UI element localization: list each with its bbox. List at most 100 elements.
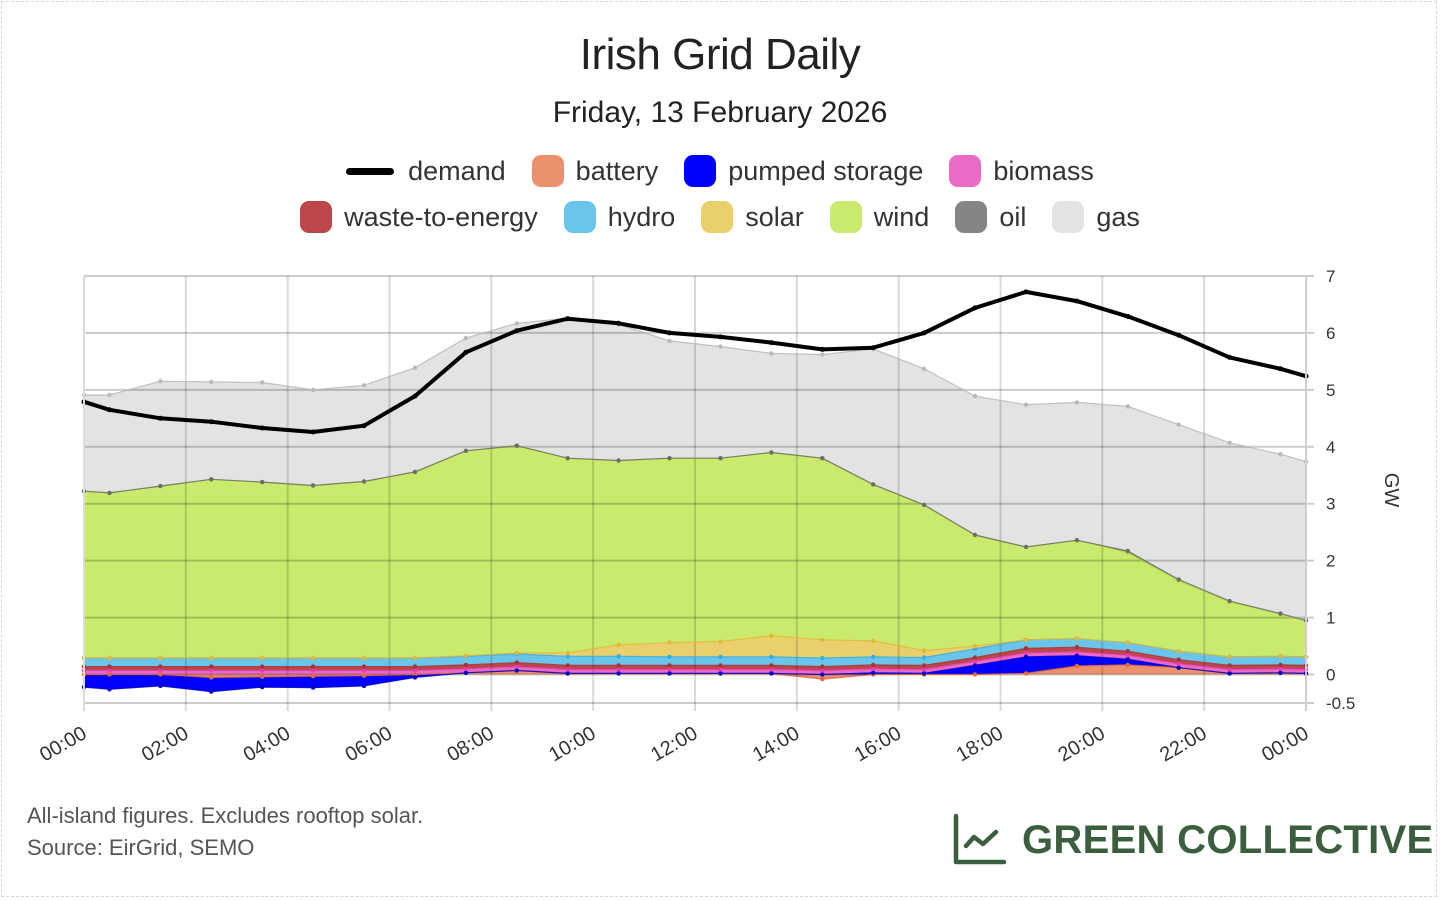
legend-item-battery[interactable]: battery — [531, 155, 658, 187]
point-waste-to-energy — [209, 664, 214, 669]
point-demand — [819, 346, 825, 352]
point-biomass — [310, 668, 316, 673]
point-demand — [921, 330, 927, 336]
point-waste-to-energy — [514, 660, 519, 665]
legend-item-demand[interactable]: demand — [346, 156, 506, 187]
x-tick-label: 00:00 — [1258, 722, 1312, 766]
point-battery — [107, 672, 112, 677]
point-oil — [1278, 611, 1283, 616]
legend-item-solar[interactable]: solar — [701, 201, 804, 233]
legend-swatch-battery — [531, 155, 564, 187]
point-biomass — [565, 667, 570, 672]
point-solar — [514, 650, 519, 656]
point-oil — [718, 456, 723, 461]
point-waste-to-energy — [1227, 663, 1232, 668]
point-biomass — [1125, 653, 1131, 658]
point-gas — [107, 392, 112, 398]
point-biomass — [463, 666, 469, 671]
legend-label: solar — [745, 201, 804, 232]
y-axis-label: GW — [1380, 473, 1402, 508]
point-biomass — [1176, 661, 1181, 666]
point-pumped-storage — [1023, 654, 1029, 660]
point-hydro — [667, 654, 672, 660]
point-pumped-storage — [616, 671, 621, 676]
point-solar — [769, 633, 774, 638]
point-waste-to-energy — [718, 663, 723, 668]
point-oil — [1125, 548, 1131, 554]
point-solar — [158, 655, 163, 661]
y-tick-label: -0.5 — [1326, 694, 1355, 713]
legend-label: waste-to-energy — [344, 201, 538, 232]
point-solar — [412, 655, 418, 661]
area-hydro — [84, 638, 1306, 667]
point-waste-to-energy — [820, 664, 825, 669]
point-oil — [820, 456, 825, 461]
point-battery — [972, 672, 978, 677]
point-pumped-storage — [158, 683, 163, 689]
legend-item-gas[interactable]: gas — [1052, 201, 1140, 233]
point-battery — [820, 676, 825, 682]
point-demand — [1074, 298, 1080, 304]
legend-item-pumped-storage[interactable]: pumped storage — [684, 155, 923, 187]
point-waste-to-energy — [463, 662, 469, 668]
legend-label: oil — [999, 201, 1027, 232]
point-waste-to-energy — [1125, 649, 1131, 654]
point-waste-to-energy — [769, 663, 774, 668]
point-gas — [972, 393, 978, 399]
y-tick-label: 4 — [1326, 438, 1335, 457]
point-pumped-storage — [463, 670, 469, 675]
point-solar — [616, 642, 621, 648]
point-waste-to-energy — [310, 664, 316, 669]
point-waste-to-energy — [1278, 662, 1283, 668]
area-wind — [84, 445, 1306, 658]
legend-item-oil[interactable]: oil — [955, 201, 1026, 233]
legend-label: demand — [408, 155, 506, 186]
point-demand — [514, 328, 520, 334]
point-solar — [310, 655, 316, 661]
point-demand — [310, 429, 316, 435]
point-gas — [921, 366, 927, 371]
point-solar — [1125, 640, 1131, 645]
legend-item-hydro[interactable]: hydro — [563, 201, 675, 233]
point-hydro — [871, 654, 876, 660]
point-pumped-storage — [718, 671, 723, 676]
y-tick-label: 2 — [1326, 552, 1335, 571]
point-demand — [157, 415, 163, 421]
point-demand — [208, 419, 214, 425]
x-tick-label: 16:00 — [851, 722, 905, 766]
point-solar — [718, 639, 723, 644]
point-oil — [871, 482, 876, 487]
legend-label: wind — [873, 201, 930, 232]
point-solar — [463, 653, 469, 658]
point-demand — [107, 407, 112, 413]
point-battery — [1125, 662, 1131, 668]
point-oil — [209, 477, 214, 482]
point-oil — [565, 456, 570, 461]
legend-item-waste-to-energy[interactable]: waste-to-energy — [300, 201, 538, 233]
point-gas — [463, 335, 469, 341]
legend-item-biomass[interactable]: biomass — [949, 155, 1094, 187]
point-battery — [209, 675, 214, 680]
point-pumped-storage — [871, 670, 876, 675]
point-gas — [718, 344, 723, 349]
point-battery — [158, 672, 163, 677]
footer-source: Source: EirGrid, SEMO — [27, 835, 255, 860]
point-waste-to-energy — [921, 663, 927, 668]
legend-item-wind[interactable]: wind — [829, 201, 930, 233]
point-biomass — [361, 668, 367, 673]
x-tick-label: 18:00 — [953, 722, 1007, 766]
point-hydro — [921, 655, 927, 660]
edge-waste-to-energy — [84, 646, 1307, 668]
point-solar — [209, 655, 214, 661]
y-tick-label: 6 — [1326, 324, 1335, 343]
point-demand — [616, 320, 622, 326]
legend-swatch-pumped-storage — [684, 155, 717, 187]
legend-swatch-solar — [701, 201, 734, 233]
point-demand — [870, 345, 876, 351]
point-demand — [768, 340, 774, 346]
x-tick-label: 06:00 — [342, 722, 396, 766]
point-oil — [667, 456, 672, 461]
point-pumped-storage — [820, 672, 825, 677]
area-gas — [84, 318, 1306, 621]
